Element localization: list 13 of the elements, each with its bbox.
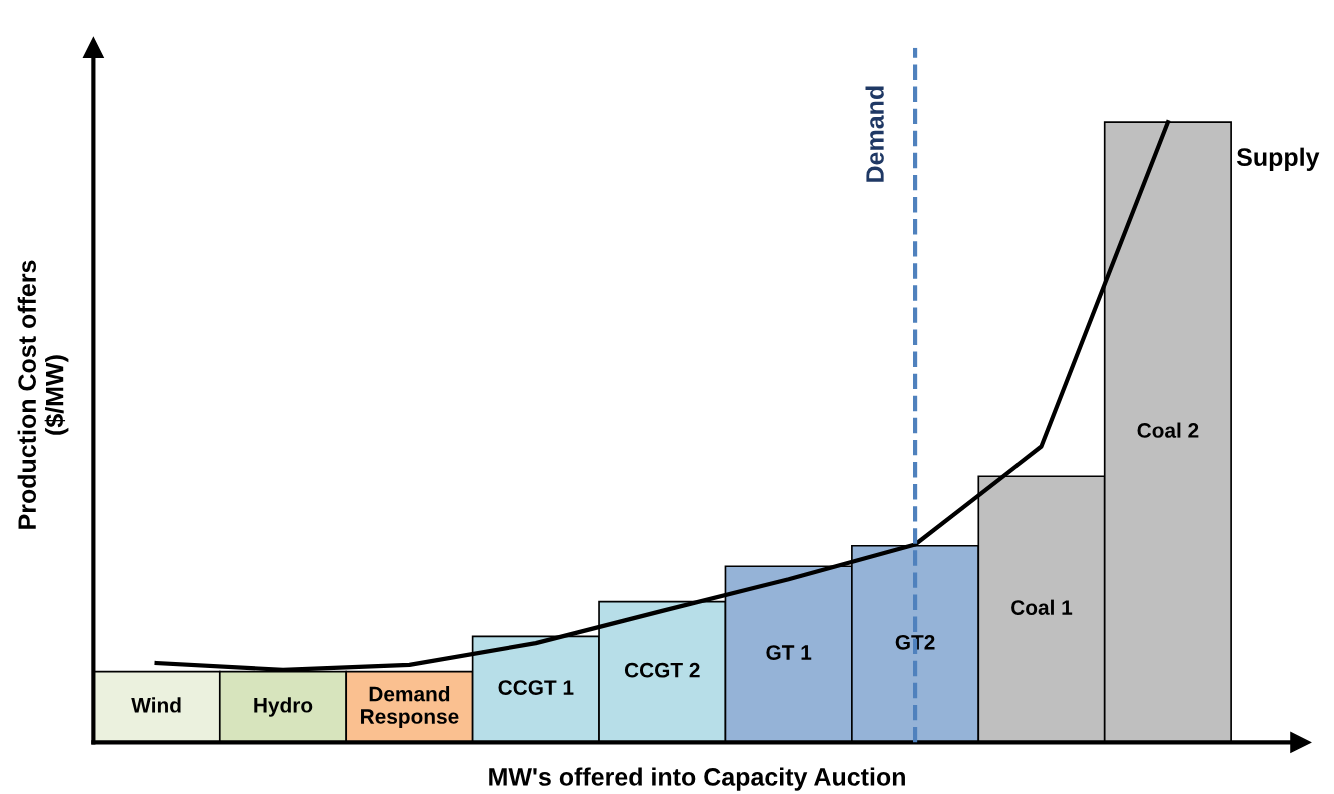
text: Supply	[1236, 147, 1320, 171]
x-tick-label: Demand Response	[361, 686, 459, 728]
x-tick-label: CCGT 2	[624, 662, 700, 678]
ref-line-label: Demand	[865, 86, 884, 182]
x-tick-label: Coal 1	[1011, 599, 1073, 615]
x-tick-label: GT2	[895, 634, 935, 650]
x-tick-label: Hydro	[254, 697, 313, 717]
x-tick-label: GT 1	[766, 645, 812, 660]
x-tick-label: Coal 2	[1137, 422, 1199, 438]
x-axis-title: MW's offered into Capacity Auction	[489, 767, 905, 791]
x-tick-label: Wind	[131, 697, 181, 713]
x-tick-label: CCGT 1	[498, 680, 574, 695]
y-axis-title: Production Cost offers ($/MW)	[17, 260, 69, 529]
